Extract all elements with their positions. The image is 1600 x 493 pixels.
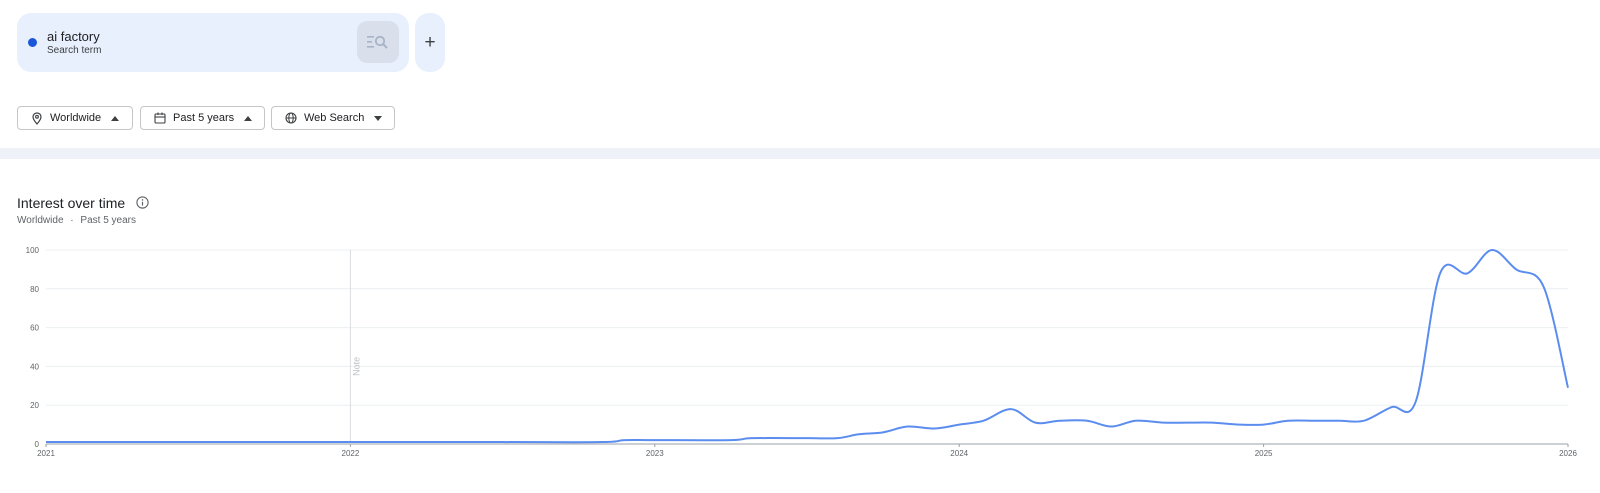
location-pin-icon xyxy=(30,111,44,125)
x-tick-label: 2022 xyxy=(342,449,360,458)
time-range-filter[interactable]: Past 5 years xyxy=(140,106,265,130)
note-label: Note xyxy=(351,357,361,376)
section-divider-band xyxy=(0,148,1600,159)
subtitle-separator: · xyxy=(70,215,74,226)
y-tick-label: 60 xyxy=(30,324,39,333)
y-tick-label: 40 xyxy=(30,362,39,371)
search-term-card[interactable]: ai factory Search term xyxy=(17,13,409,72)
calendar-icon xyxy=(153,111,167,125)
caret-up-icon xyxy=(244,112,253,124)
search-property-filter[interactable]: Web Search xyxy=(271,106,395,130)
caret-up-icon xyxy=(111,112,120,124)
y-tick-label: 20 xyxy=(30,401,39,410)
interest-over-time-chart: 0 20 40 60 80 100 2021 2022 2023 2024 2025 2026 Note xyxy=(26,246,1578,458)
series-color-dot xyxy=(28,38,37,47)
caret-down-icon xyxy=(374,112,383,124)
search-term-type: Search term xyxy=(47,45,102,56)
list-search-icon xyxy=(367,35,388,49)
region-filter-label: Worldwide xyxy=(50,112,102,124)
section-subtitle: Worldwide · Past 5 years xyxy=(17,215,136,226)
x-tick-label: 2024 xyxy=(950,449,968,458)
search-property-filter-label: Web Search xyxy=(304,112,365,124)
globe-icon xyxy=(284,111,298,125)
region-filter[interactable]: Worldwide xyxy=(17,106,133,130)
add-comparison-button[interactable]: + xyxy=(415,13,445,72)
time-range-filter-label: Past 5 years xyxy=(173,112,235,124)
search-term-name: ai factory xyxy=(47,29,100,44)
series-line xyxy=(45,249,1569,444)
y-tick-label: 100 xyxy=(26,246,40,255)
y-tick-label: 80 xyxy=(30,285,39,294)
x-tick-label: 2021 xyxy=(37,449,55,458)
info-icon[interactable] xyxy=(136,196,149,209)
section-title: Interest over time xyxy=(17,195,126,211)
y-tick-label: 0 xyxy=(35,440,40,449)
x-tick-label: 2023 xyxy=(646,449,664,458)
subtitle-range: Past 5 years xyxy=(80,215,136,226)
plus-icon: + xyxy=(424,31,436,53)
x-tick-label: 2026 xyxy=(1559,449,1577,458)
x-tick-label: 2025 xyxy=(1255,449,1273,458)
search-term-options-button[interactable] xyxy=(357,21,399,63)
subtitle-region: Worldwide xyxy=(17,215,64,226)
